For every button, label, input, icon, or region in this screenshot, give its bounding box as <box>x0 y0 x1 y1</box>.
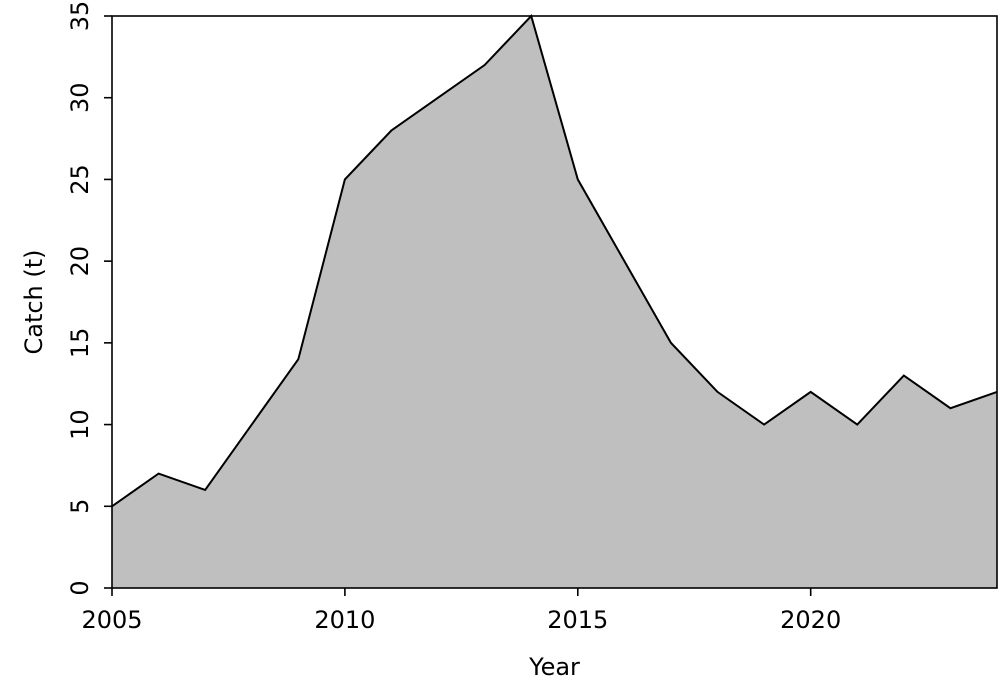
plot-area <box>111 14 998 588</box>
y-axis-ticks: 0 5 10 15 20 25 30 35 <box>66 1 112 596</box>
area-line <box>111 14 998 508</box>
x-tick-label: 2020 <box>780 606 841 634</box>
x-axis-title: Year <box>528 653 580 681</box>
x-tick-label: 2010 <box>314 606 375 634</box>
y-tick-label: 30 <box>66 82 94 113</box>
x-tick-label: 2015 <box>547 606 608 634</box>
area-fill <box>112 16 997 588</box>
y-tick-label: 10 <box>66 409 94 440</box>
y-tick-label: 25 <box>66 164 94 195</box>
y-axis-title: Catch (t) <box>20 249 48 354</box>
x-axis-ticks: 2005 2010 2015 2020 <box>81 588 841 634</box>
y-tick-label: 5 <box>66 499 94 514</box>
y-tick-label: 35 <box>66 1 94 32</box>
y-tick-label: 15 <box>66 328 94 359</box>
x-tick-label: 2005 <box>81 606 142 634</box>
y-tick-label: 0 <box>66 580 94 595</box>
plot-frame <box>111 15 998 589</box>
y-tick-label: 20 <box>66 246 94 277</box>
